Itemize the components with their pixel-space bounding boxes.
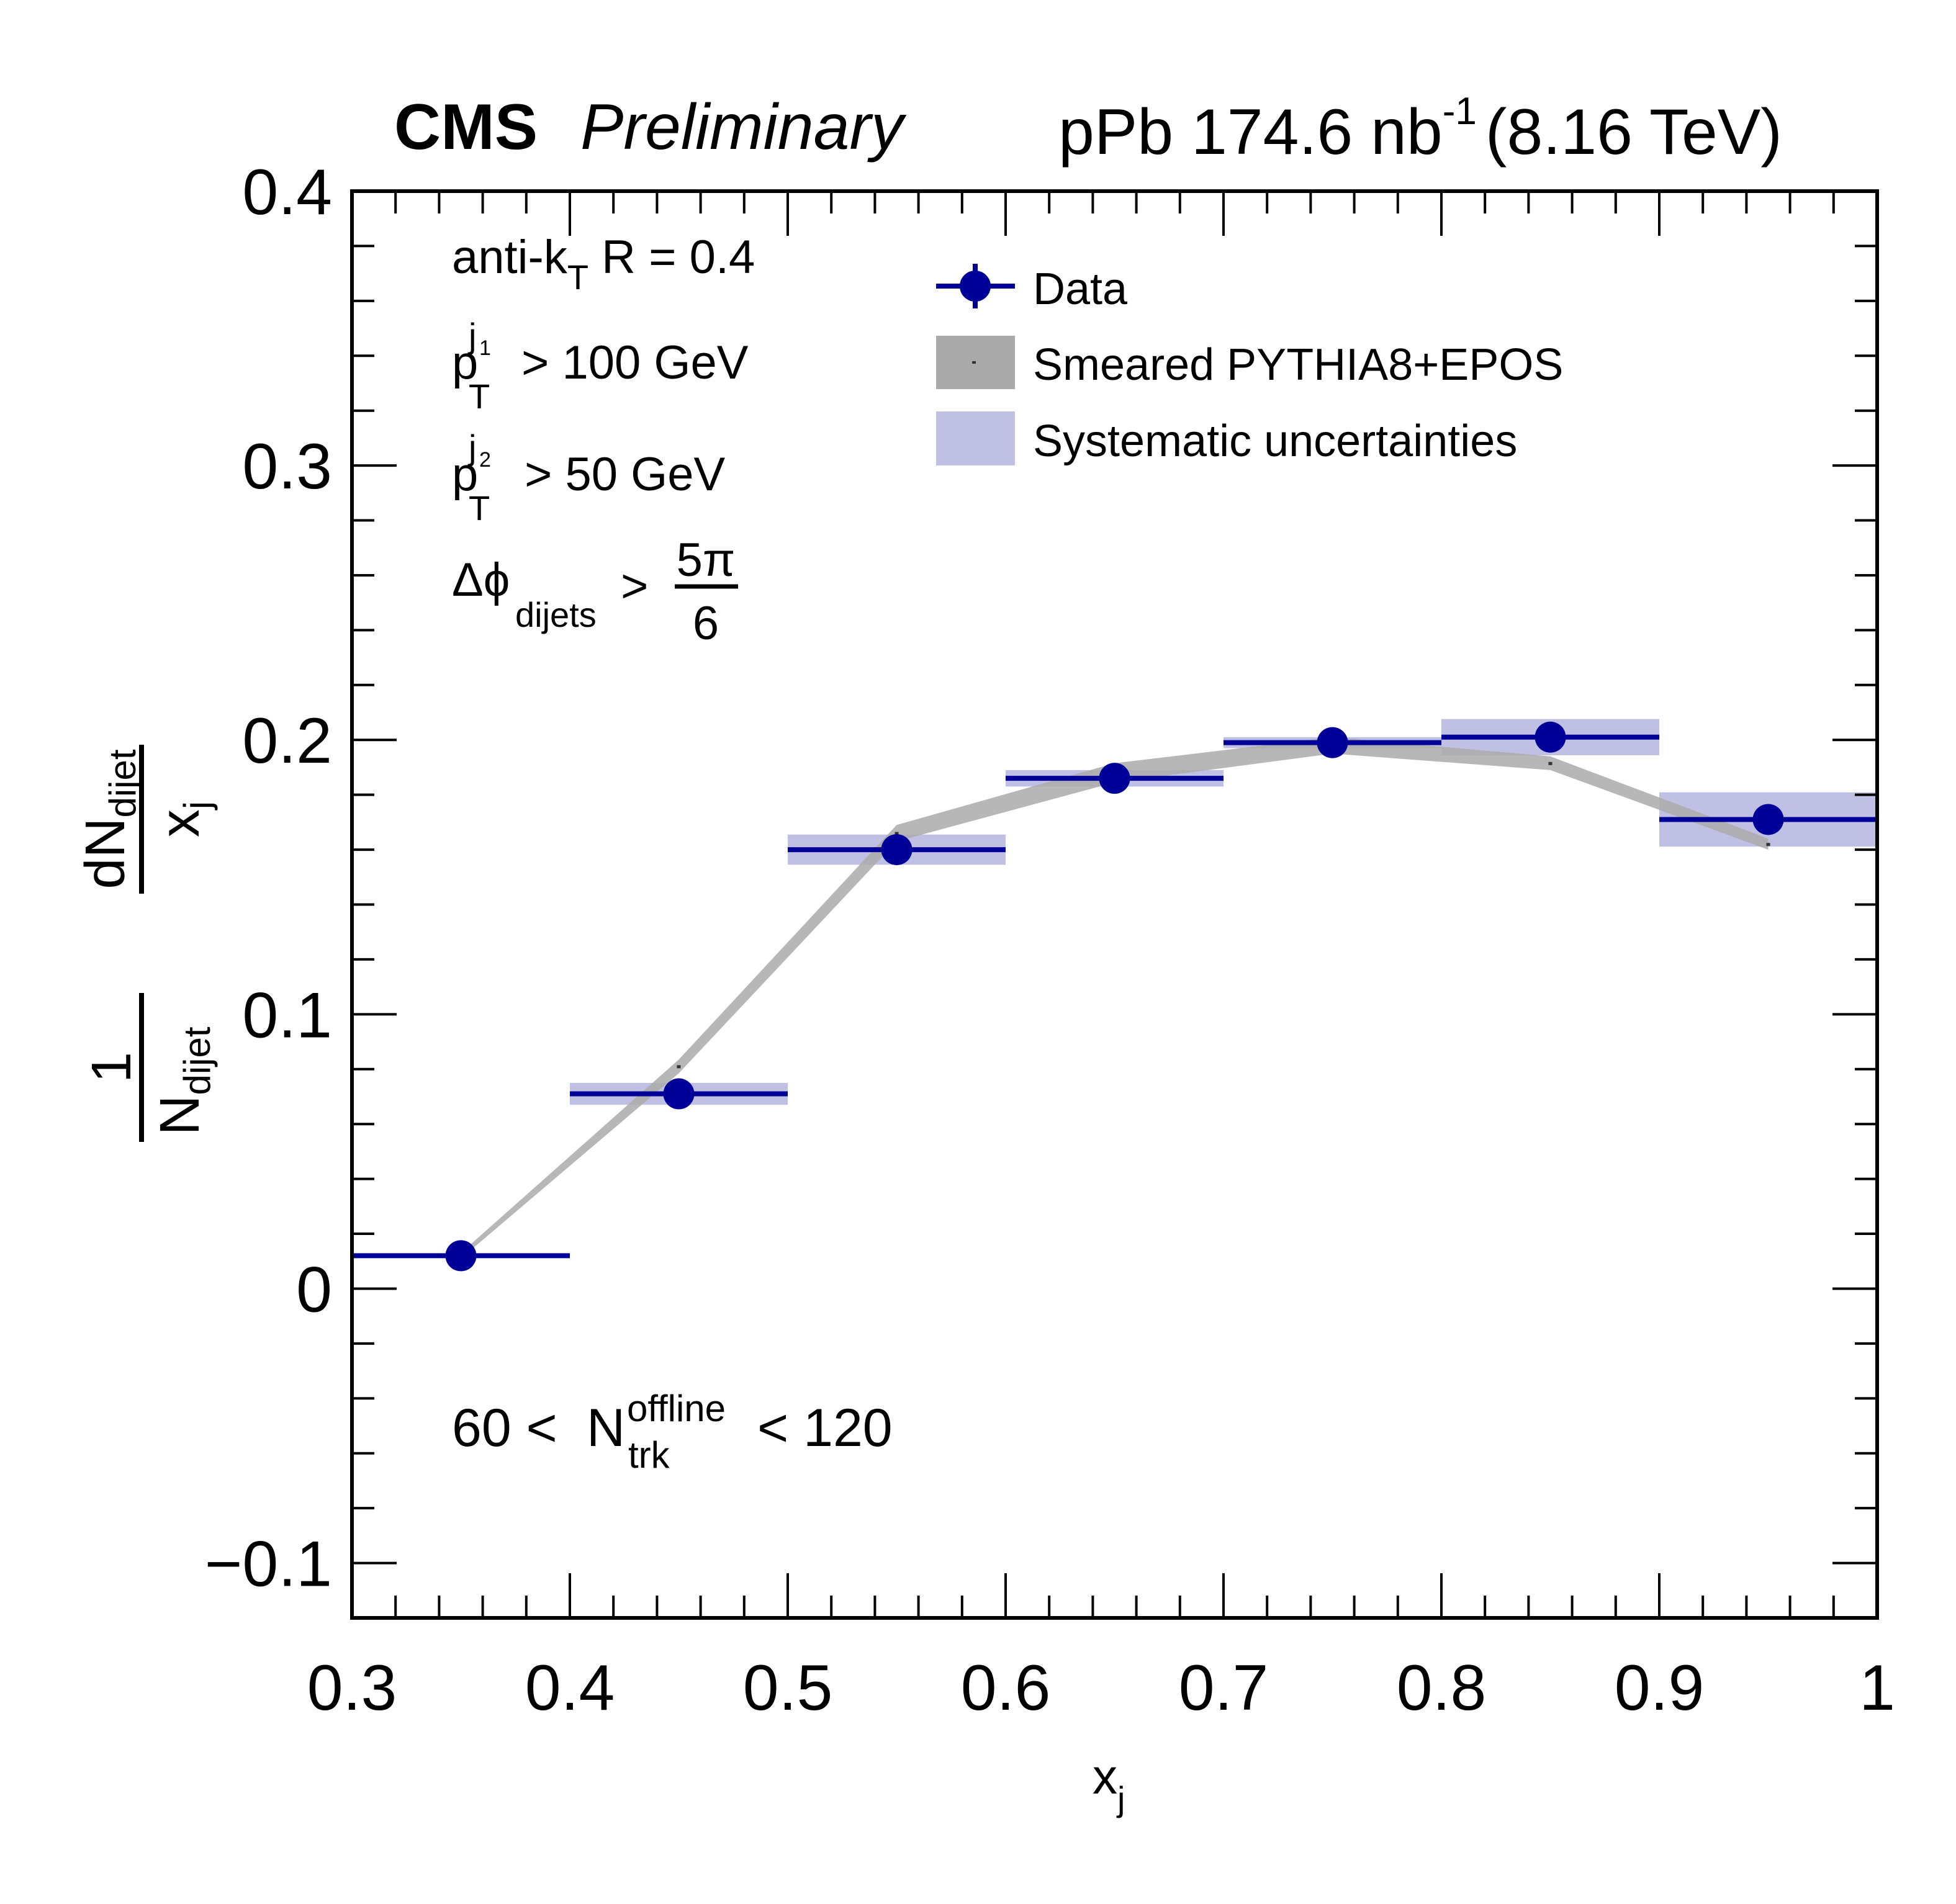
dphi-subscript: dijets — [515, 595, 597, 634]
y-tick-label: 0 — [296, 1254, 332, 1326]
ntrk-subscript: trk — [628, 1434, 670, 1476]
svg-text:1: 1 — [81, 1052, 143, 1083]
experiment-label: CMS — [394, 91, 538, 163]
x-tick-label: 0.9 — [1615, 1652, 1705, 1724]
jet-algorithm-label: anti-kT R = 0.4 — [452, 231, 755, 297]
pt2-superscript-index: 2 — [479, 448, 491, 472]
x-tick-label: 0.3 — [307, 1652, 397, 1724]
data-points-layer — [352, 721, 1877, 1272]
luminosity-exponent: -1 — [1443, 90, 1477, 133]
pt2-superscript: j — [467, 428, 476, 467]
legend-label-syst: Systematic uncertainties — [1033, 416, 1517, 466]
svg-text:Ndijet: Ndijet — [149, 1026, 218, 1135]
dphi-symbol: Δϕ — [452, 554, 510, 606]
svg-text:xj: xj — [149, 801, 218, 837]
dphi-gt: > — [621, 560, 648, 613]
pt2-threshold: > 50 GeV — [525, 448, 726, 501]
y-tick-label: 0.2 — [242, 705, 332, 777]
y-tick-label: 0.3 — [242, 431, 332, 503]
dphi-cut: Δϕ dijets > 5π 6 — [452, 534, 738, 650]
x-tick-label: 0.5 — [743, 1652, 833, 1724]
legend-entry-syst: Systematic uncertainties — [936, 411, 1517, 466]
x-axis-label: xj — [1093, 1749, 1125, 1818]
ntrk-upper: < 120 — [757, 1398, 893, 1458]
data-point — [881, 834, 913, 866]
pt1-threshold: > 100 GeV — [521, 336, 749, 389]
pt1-superscript: j — [467, 316, 476, 355]
data-point — [1752, 804, 1784, 835]
x-tick-label: 0.4 — [525, 1652, 615, 1724]
ntrk-superscript: offline — [627, 1388, 726, 1429]
legend-entry-data: Data — [936, 264, 1128, 314]
y-axis-label: 1 Ndijet dNdijet xj — [74, 745, 218, 1142]
y-tick-label: 0.1 — [242, 979, 332, 1051]
luminosity-label: pPb 174.6 nb-1 (8.16 TeV) — [1058, 90, 1782, 168]
data-point — [1099, 763, 1130, 794]
data-point — [1535, 721, 1566, 753]
mc-point — [895, 832, 899, 835]
dphi-denominator: 6 — [693, 597, 719, 650]
pt2-symbol: p — [452, 448, 478, 501]
mc-point — [1548, 761, 1553, 765]
mc-band — [461, 737, 1769, 1259]
energy-value: (8.16 TeV) — [1485, 96, 1782, 168]
pt1-subscript: T — [469, 377, 490, 416]
ntrk-range-label: 60 < N offline trk < 120 — [452, 1388, 893, 1476]
data-point — [1317, 727, 1348, 758]
axis-tick-labels: 0.3 0.4 0.5 0.6 0.7 0.8 0.9 1 −0.1 0 0.1 0.2 0.3 0.4 — [205, 156, 1895, 1724]
mc-point — [1766, 843, 1770, 846]
x-tick-label: 0.6 — [961, 1652, 1051, 1724]
x-tick-label: 0.7 — [1179, 1652, 1269, 1724]
legend-label-mc: Smeared PYTHIA8+EPOS — [1033, 340, 1563, 390]
dphi-numerator: 5π — [677, 534, 736, 586]
luminosity-value: pPb 174.6 nb — [1058, 96, 1443, 168]
legend-label-data: Data — [1033, 264, 1128, 314]
pt1-symbol: p — [452, 336, 478, 389]
legend-data-marker-icon — [960, 271, 991, 302]
svg-text:dNdijet: dNdijet — [74, 749, 143, 889]
status-label: Preliminary — [580, 91, 907, 163]
axis-ticks — [351, 190, 1878, 1619]
y-tick-label: 0.4 — [242, 156, 332, 228]
subleading-jet-pt-cut: p j 2 T > 50 GeV — [452, 428, 726, 528]
pt1-superscript-index: 1 — [479, 336, 491, 360]
leading-jet-pt-cut: p j 1 T > 100 GeV — [452, 316, 749, 416]
mc-point — [677, 1065, 681, 1069]
data-point — [663, 1078, 695, 1110]
x-tick-label: 0.8 — [1397, 1652, 1487, 1724]
legend-syst-box-icon — [936, 411, 1015, 465]
ntrk-lower: 60 < — [452, 1398, 557, 1458]
y-tick-label: −0.1 — [205, 1529, 332, 1601]
x-tick-label: 1 — [1859, 1652, 1895, 1724]
legend-entry-mc: Smeared PYTHIA8+EPOS — [936, 336, 1563, 390]
data-point — [445, 1240, 477, 1272]
mc-band-layer — [459, 737, 1770, 1259]
pt2-subscript: T — [469, 488, 490, 528]
legend: Data Smeared PYTHIA8+EPOS Systematic unc… — [936, 264, 1563, 466]
plot-frame — [350, 189, 1879, 1620]
ntrk-symbol: N — [587, 1398, 625, 1458]
